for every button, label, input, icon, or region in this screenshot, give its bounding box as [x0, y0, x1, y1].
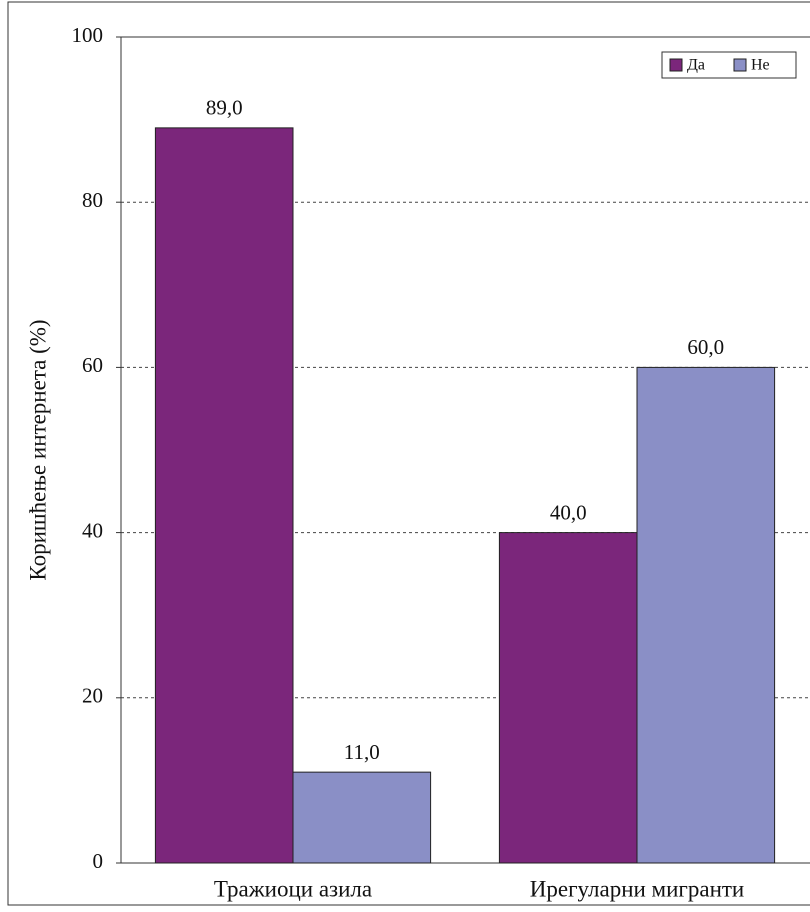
bar: [154, 127, 294, 864]
value-label: 89,0: [206, 96, 243, 120]
y-tick-label: 80: [82, 188, 103, 212]
value-label: 40,0: [550, 500, 587, 524]
y-tick-label: 60: [82, 353, 103, 377]
legend-swatch: [669, 58, 683, 72]
y-tick-label: 40: [82, 518, 103, 542]
chart-frame: [7, 1, 810, 906]
legend-label: Да: [687, 57, 705, 74]
y-tick-label: 100: [72, 23, 104, 47]
x-tick-label: Ирегуларни мигранти: [530, 876, 744, 901]
bar: [498, 532, 638, 864]
legend-label: Не: [751, 57, 770, 74]
y-tick-label: 0: [93, 849, 104, 873]
value-label: 60,0: [687, 335, 724, 359]
legend-swatch: [733, 58, 747, 72]
legend-box: [661, 51, 797, 79]
bar: [292, 771, 432, 864]
bar: [636, 366, 776, 864]
y-tick-label: 20: [82, 684, 103, 708]
y-axis-label: Коришћење интернета (%): [25, 319, 50, 580]
x-tick-label: Тражиоци азила: [214, 876, 372, 901]
value-label: 11,0: [344, 740, 380, 764]
